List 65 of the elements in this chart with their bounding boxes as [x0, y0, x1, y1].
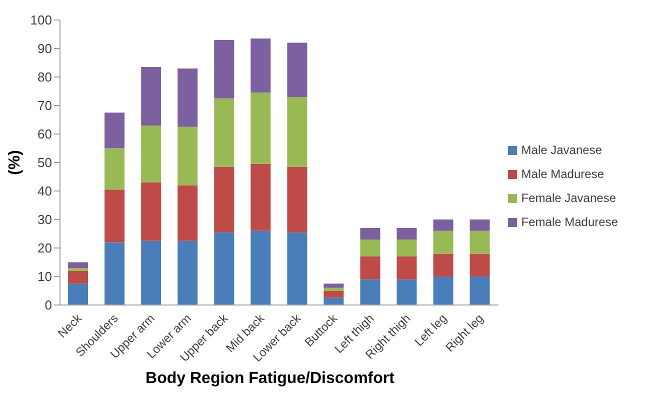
y-tick-label: 40: [38, 184, 52, 199]
bar: [287, 166, 308, 232]
bar: [433, 276, 454, 305]
bar: [104, 242, 125, 305]
legend-label: Female Madurese: [521, 214, 618, 228]
bar: [250, 164, 271, 231]
bar: [396, 256, 417, 280]
bar: [324, 288, 344, 291]
bar: [214, 40, 234, 98]
bar: [470, 276, 490, 305]
bar: [470, 230, 490, 254]
bar: [214, 232, 234, 305]
bar: [287, 232, 308, 305]
y-tick-label: 50: [38, 155, 52, 170]
bar: [396, 279, 417, 305]
legend-label: Female Javanese: [521, 190, 616, 204]
bar: [178, 68, 198, 127]
bar: [141, 125, 162, 182]
bar: [396, 228, 417, 240]
bar: [68, 262, 88, 268]
bar: [250, 230, 271, 305]
y-axis-title: (%): [6, 150, 24, 175]
bar: [470, 220, 490, 231]
bar: [250, 38, 271, 93]
bar: [360, 256, 380, 280]
bar: [433, 230, 454, 254]
bar: [104, 148, 125, 190]
bar: [104, 112, 125, 148]
bar: [360, 239, 380, 257]
bar: [396, 239, 417, 257]
bar: [68, 268, 88, 271]
y-tick-label: 60: [38, 126, 52, 142]
x-axis-title: Body Region Fatigue/Discomfort: [144, 370, 396, 388]
bar: [250, 92, 271, 164]
bar: [178, 185, 198, 241]
bar: [470, 254, 490, 276]
y-tick-label: 0: [44, 298, 52, 313]
bar: [360, 228, 380, 240]
legend-label: Male Madurese: [521, 166, 604, 180]
bar: [141, 182, 162, 241]
bar: [324, 298, 344, 305]
bar: [104, 190, 125, 242]
bar: [433, 254, 454, 276]
bar: [68, 270, 88, 284]
bar: [433, 220, 454, 231]
y-tick-label: 80: [38, 70, 52, 85]
y-tick-label: 30: [38, 212, 52, 228]
y-tick-label: 20: [38, 240, 52, 256]
bar: [141, 240, 162, 305]
bar: [214, 166, 234, 232]
bar: [324, 290, 344, 298]
bar: [360, 279, 380, 305]
y-tick-label: 100: [30, 12, 52, 28]
bar: [178, 240, 198, 305]
y-tick-label: 90: [38, 41, 52, 56]
bar: [324, 284, 344, 288]
bar: [287, 96, 308, 167]
y-tick-label: 70: [38, 98, 52, 114]
bar: [178, 126, 198, 186]
bar: [214, 98, 234, 167]
bar: [68, 284, 88, 305]
legend-label: Male Javanese: [521, 142, 602, 156]
y-tick-label: 10: [38, 269, 52, 284]
bar: [287, 42, 308, 97]
bar: [141, 67, 162, 126]
